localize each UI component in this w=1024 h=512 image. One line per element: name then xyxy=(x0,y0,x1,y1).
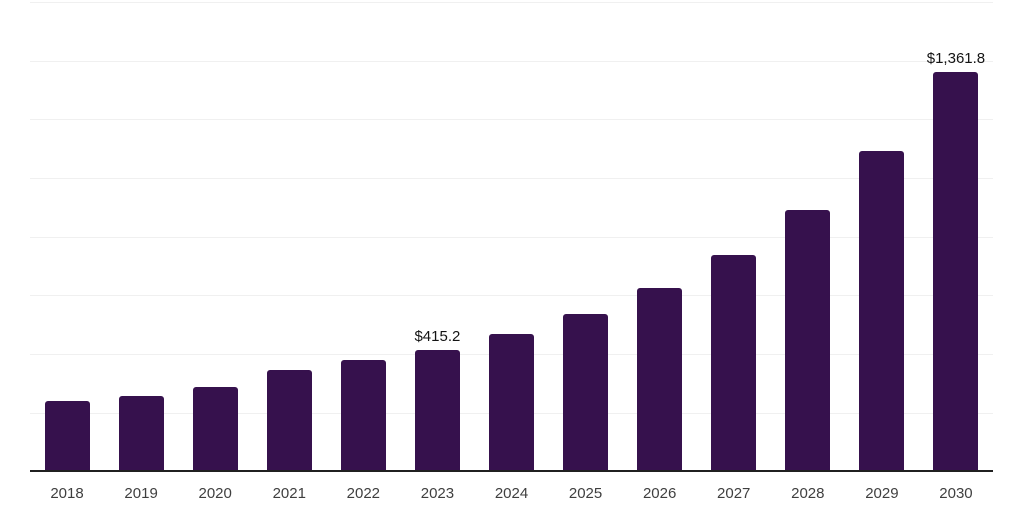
x-tick-2026: 2026 xyxy=(642,485,677,502)
bar-2025 xyxy=(563,313,609,471)
bar-2018 xyxy=(44,401,90,471)
bar-2030 xyxy=(933,71,979,471)
x-tick-2030: 2030 xyxy=(939,485,973,502)
x-tick-2025: 2025 xyxy=(568,485,603,502)
bar-2028 xyxy=(785,209,831,471)
x-tick-2028: 2028 xyxy=(791,485,825,502)
x-tick-2021: 2021 xyxy=(272,485,306,502)
gridline-600 xyxy=(30,295,993,297)
x-tick-2019: 2019 xyxy=(124,485,158,502)
x-tick-2027: 2027 xyxy=(717,485,751,502)
bar-2021 xyxy=(266,370,312,471)
x-tick-2023: 2023 xyxy=(420,485,455,502)
gridline-1000 xyxy=(30,178,993,180)
bar-2029 xyxy=(859,151,905,471)
bar-value-label-2030: $1,361.8 xyxy=(926,49,986,67)
gridline-1600 xyxy=(30,2,993,3)
gridline-1200 xyxy=(30,119,993,121)
bar-2023 xyxy=(414,349,460,471)
bar-2024 xyxy=(489,333,534,471)
x-tick-2029: 2029 xyxy=(865,485,899,502)
bar-2020 xyxy=(192,387,238,471)
bar-value-label-2023: $415.2 xyxy=(414,327,461,345)
x-tick-2020: 2020 xyxy=(198,485,232,502)
bar-2022 xyxy=(340,360,386,471)
x-axis-line xyxy=(30,470,993,472)
x-tick-2024: 2024 xyxy=(494,485,529,502)
x-tick-2018: 2018 xyxy=(50,485,84,502)
x-tick-2022: 2022 xyxy=(346,485,381,502)
gridline-800 xyxy=(30,236,993,238)
bar-2027 xyxy=(711,254,757,471)
bar-2019 xyxy=(118,395,164,471)
gridline-1400 xyxy=(30,60,993,62)
bar-2026 xyxy=(637,288,683,471)
